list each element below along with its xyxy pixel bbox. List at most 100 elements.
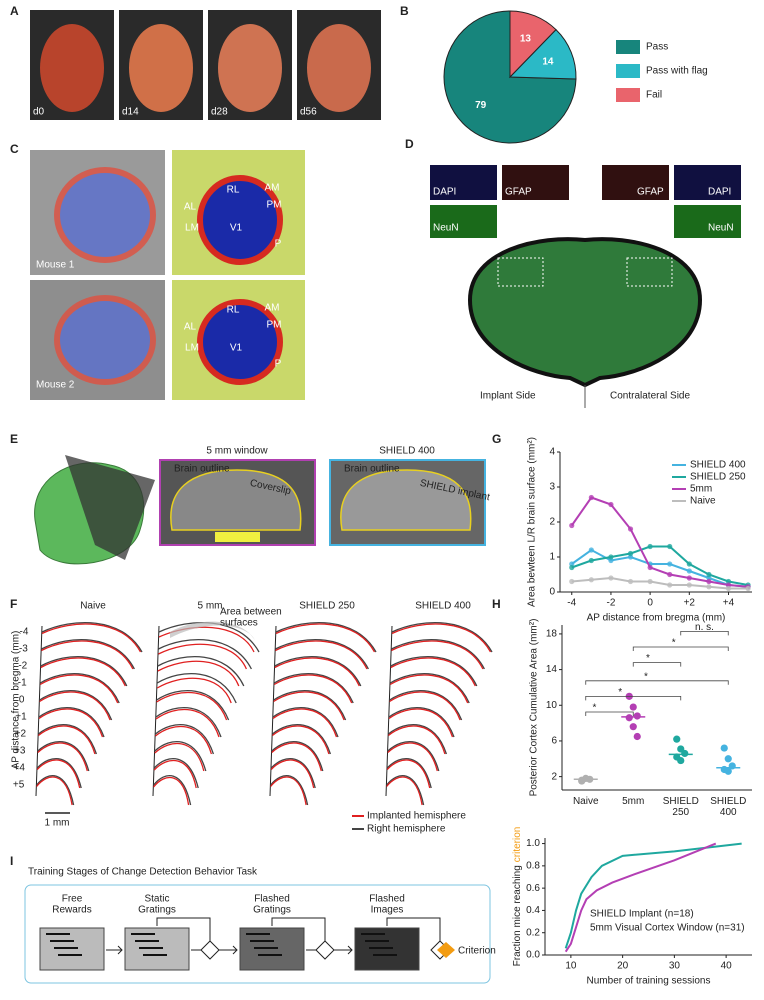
legend-label: Pass [646, 42, 668, 53]
pie-slice [508, 28, 577, 80]
mouse-label: Mouse 1 [36, 260, 75, 271]
outline-label: Brain outline [174, 464, 230, 475]
point [633, 712, 641, 720]
point [686, 575, 692, 581]
right-hemisphere [38, 706, 105, 738]
implanted-hemisphere [38, 708, 104, 738]
right-hemisphere [389, 690, 463, 721]
x-tick-label-box: SHIELD 250 [662, 796, 699, 818]
level-label: 0 [19, 695, 25, 706]
x-tick-label: 0 [647, 598, 653, 609]
implanted-hemisphere [389, 691, 461, 721]
significance-label: n. s. [695, 622, 714, 633]
implanted-hemisphere [273, 674, 353, 704]
stage-label: Rewards [52, 905, 91, 916]
implanted-hemisphere [272, 708, 338, 738]
right-hemisphere [36, 775, 75, 806]
significance-label: * [644, 671, 648, 682]
y-tick-label: 3 [549, 482, 555, 493]
criterion-label: Criterion [458, 946, 496, 957]
point [588, 577, 594, 583]
window-title: SHIELD 400 [379, 446, 435, 457]
x-tick-label: SHIELD 250 [662, 796, 699, 818]
value-label: 14 [542, 56, 554, 67]
point [569, 522, 575, 529]
y-tick-label: 18 [546, 629, 558, 640]
area-label: AL [184, 202, 197, 213]
area-label: RL [227, 185, 240, 196]
plane [65, 455, 155, 560]
x-tick-label-box: 5mm [622, 796, 644, 807]
level-label: +4 [13, 763, 25, 774]
outline-label: Brain outline [344, 464, 400, 475]
right-hemisphere [157, 656, 245, 687]
legend-label: SHIELD 250 [690, 472, 746, 483]
series-line [564, 842, 717, 953]
point [686, 582, 692, 588]
right-hemisphere [387, 740, 440, 772]
implanted-hemisphere [154, 742, 205, 772]
level-label: +5 [13, 780, 25, 791]
right-hemisphere [388, 706, 455, 738]
right-hemisphere [40, 656, 128, 687]
area-label: P [275, 239, 282, 250]
right-hemisphere [39, 673, 120, 704]
roi [626, 257, 673, 287]
right-hemisphere [156, 673, 237, 704]
point [724, 767, 732, 775]
point [724, 755, 732, 763]
outline [170, 469, 302, 531]
point [745, 585, 751, 592]
pie-slice [509, 10, 557, 79]
y-tick-label: 2 [551, 771, 557, 782]
right-hemisphere [37, 723, 98, 755]
stain-label: NeuN [708, 223, 734, 234]
significance-label: * [593, 703, 597, 714]
implanted-hemisphere [391, 623, 492, 653]
implanted-hemisphere [389, 674, 469, 704]
level-label: +3 [14, 746, 26, 757]
implanted-hemisphere [157, 660, 240, 687]
point [667, 571, 673, 578]
x-tick-label: Naive [572, 796, 599, 807]
implanted-hemisphere [388, 708, 454, 738]
pie-slice [443, 10, 577, 144]
y-tick-label: 10 [546, 700, 558, 711]
implanted-hemisphere [153, 776, 190, 806]
right-hemisphere [274, 656, 362, 687]
implanted-hemisphere [155, 708, 220, 738]
implanted-hemisphere [386, 759, 431, 789]
y-tick-label: 14 [546, 664, 558, 675]
x-tick-label-box: SHIELD 400 [710, 796, 746, 818]
x-tick-label: 40 [721, 961, 733, 972]
legend-label: 5mm Visual Cortex Window (n=31) [590, 923, 745, 934]
point [728, 762, 736, 770]
window-title: 5 mm window [206, 446, 268, 457]
mouse-label: Mouse 2 [36, 380, 75, 391]
area-label: P [275, 359, 282, 370]
area-label: V1 [230, 223, 243, 234]
point [625, 714, 633, 722]
tile [502, 165, 569, 200]
panel-letter: F [10, 597, 17, 611]
implanted-hemisphere [158, 643, 247, 670]
series-line [564, 842, 742, 949]
y-tick-label: 4 [549, 447, 555, 458]
right-hemisphere [156, 690, 230, 721]
level-label: +1 [15, 712, 27, 723]
point [681, 749, 689, 758]
right-hemisphere [272, 706, 339, 738]
point [686, 568, 692, 574]
series-line [571, 576, 749, 590]
significance-label: * [618, 687, 622, 698]
x-tick-label: +2 [684, 598, 696, 609]
bracket [680, 631, 729, 636]
annotation: Area between [220, 607, 282, 618]
decision [200, 940, 220, 960]
implanted-hemisphere [386, 776, 423, 806]
bracket [585, 680, 729, 685]
implanted-hemisphere [273, 691, 345, 721]
implanted-hemisphere [36, 759, 81, 789]
implanted-hemisphere [41, 623, 142, 653]
right-hemisphere [386, 775, 425, 806]
